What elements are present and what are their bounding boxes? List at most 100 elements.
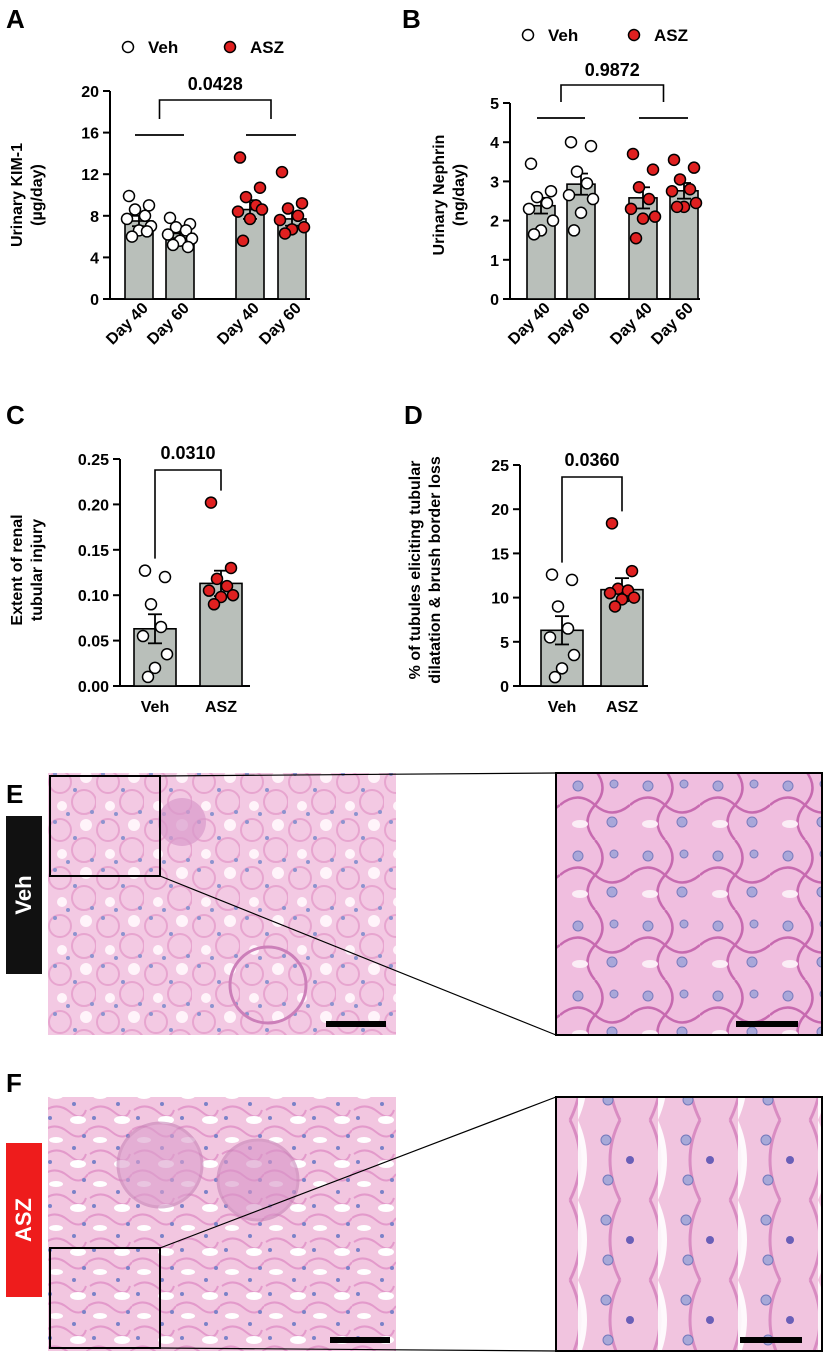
y-tick-label-c-0: 0.00: [78, 679, 109, 696]
panel-letter-e: E: [6, 779, 23, 809]
data-point-b-3-1: [687, 161, 701, 174]
data-point-a-1-0: [163, 211, 177, 225]
data-point-b-1-4: [562, 188, 576, 202]
y-axis-label-c-1: tubular injury: [29, 519, 46, 621]
data-point-a-0-1: [142, 199, 156, 212]
y-tick-label-a-5: 20: [81, 84, 99, 101]
legend-label-b-0: Veh: [548, 26, 578, 45]
x-tick-label-c-1: ASZ: [205, 699, 237, 716]
y-axis-label-b-0: Urinary Nephrin: [431, 135, 448, 256]
significance-bracket-c: [154, 469, 222, 559]
group-label-box-veh: [6, 816, 42, 974]
y-axis-label-b-1: (ng/day): [451, 164, 468, 226]
scale-bar-veh: [326, 1021, 386, 1027]
y-tick-label-c-1: 0.05: [78, 634, 109, 651]
data-point-a-2-1: [253, 181, 267, 194]
legend-label-a-1: ASZ: [250, 38, 284, 57]
y-tick-label-d-2: 10: [491, 591, 509, 608]
data-point-b-1-2: [570, 165, 584, 178]
data-point-b-1-6: [574, 206, 588, 220]
legend-marker-a-1: [223, 40, 237, 54]
data-point-b-2-0: [626, 147, 640, 161]
glomerulus-asz: [116, 1121, 204, 1209]
data-point-a-0-8: [140, 225, 154, 238]
y-tick-label-d-5: 25: [491, 458, 509, 475]
data-point-d-0-4: [543, 631, 557, 644]
y-tick-label-d-4: 20: [491, 502, 509, 519]
zoom-line-asz-top: [159, 1096, 557, 1249]
data-point-c-0-3: [154, 620, 168, 634]
data-point-b-1-1: [584, 139, 598, 153]
data-point-a-2-2: [239, 190, 253, 204]
data-point-d-1-0: [605, 517, 619, 530]
y-tick-label-b-1: 1: [490, 253, 499, 270]
y-tick-label-d-0: 0: [500, 679, 509, 696]
data-point-b-0-3: [540, 196, 554, 210]
x-tick-label-d-1: ASZ: [606, 699, 638, 716]
data-point-b-1-0: [564, 135, 578, 149]
data-point-a-1-4: [161, 228, 175, 241]
data-point-a-3-7: [278, 227, 292, 240]
data-point-b-0-4: [522, 202, 536, 216]
data-point-b-2-1: [646, 163, 660, 176]
data-point-c-1-4: [202, 584, 216, 597]
data-point-c-0-4: [136, 629, 150, 643]
micrograph-veh-zoom: [555, 772, 823, 1036]
data-point-b-0-1: [544, 184, 558, 198]
data-point-a-3-0: [275, 165, 289, 179]
data-point-b-0-2: [530, 190, 544, 204]
data-point-b-3-4: [665, 184, 679, 198]
data-point-b-1-7: [567, 224, 581, 237]
y-tick-label-c-5: 0.25: [78, 452, 109, 469]
micrograph-asz: ASZ: [6, 1096, 823, 1352]
data-point-b-2-2: [632, 181, 646, 194]
data-point-d-0-2: [551, 600, 565, 613]
zoom-line-asz-bottom: [159, 1347, 557, 1352]
group-label-veh: Veh: [11, 875, 36, 914]
x-tick-label-b-0: Day 40: [505, 300, 554, 349]
group-label-asz: ASZ: [11, 1198, 36, 1242]
data-point-c-1-1: [224, 561, 238, 575]
y-tick-label-c-2: 0.10: [78, 588, 109, 605]
significance-bracket-a: [158, 99, 272, 119]
data-point-d-0-1: [565, 573, 579, 587]
data-point-d-1-7: [608, 600, 622, 613]
zoom-box-veh: [49, 775, 161, 877]
data-point-a-3-1: [295, 197, 309, 210]
p-value-a: 0.0428: [188, 74, 243, 94]
x-tick-label-b-3: Day 60: [648, 300, 697, 349]
x-tick-label-d-0: Veh: [548, 699, 576, 716]
data-point-c-0-1: [158, 570, 172, 584]
y-axis-label-d-0: % of tubules eliciting tubular: [407, 461, 424, 680]
y-tick-label-c-4: 0.20: [78, 497, 109, 514]
scale-bar-asz-zoom: [740, 1337, 802, 1343]
glomerulus-asz-2: [216, 1138, 300, 1222]
significance-bracket-b: [560, 84, 665, 102]
data-point-a-3-2: [281, 202, 295, 215]
data-point-b-3-0: [667, 153, 681, 167]
glomerulus-veh-2: [158, 798, 206, 846]
data-point-a-0-7: [125, 230, 139, 243]
data-point-a-0-4: [120, 212, 134, 226]
data-point-a-2-4: [231, 205, 245, 218]
scale-bar-veh-zoom: [736, 1021, 798, 1027]
data-point-d-0-7: [548, 670, 562, 684]
data-point-d-1-1: [625, 564, 639, 578]
data-point-b-2-6: [636, 212, 650, 225]
y-axis-label-c-0: Extent of renal: [9, 514, 26, 625]
panel-letter-f: F: [6, 1068, 22, 1098]
legend-marker-a-0: [121, 40, 135, 54]
micrograph-veh: Veh: [6, 772, 823, 1036]
data-point-a-3-5: [297, 220, 311, 234]
y-tick-label-a-3: 12: [81, 167, 99, 184]
data-point-a-2-5: [255, 203, 269, 216]
zoom-line-veh-bottom: [159, 875, 557, 1036]
legend-label-b-1: ASZ: [654, 26, 688, 45]
x-tick-label-b-2: Day 40: [607, 300, 656, 349]
y-tick-label-d-3: 15: [491, 546, 509, 563]
panel-letter-c: C: [6, 400, 25, 430]
p-value-b: 0.9872: [585, 60, 640, 80]
y-axis-label-d-1: dilatation & brush border loss: [427, 456, 444, 684]
y-tick-label-b-5: 5: [490, 96, 499, 113]
